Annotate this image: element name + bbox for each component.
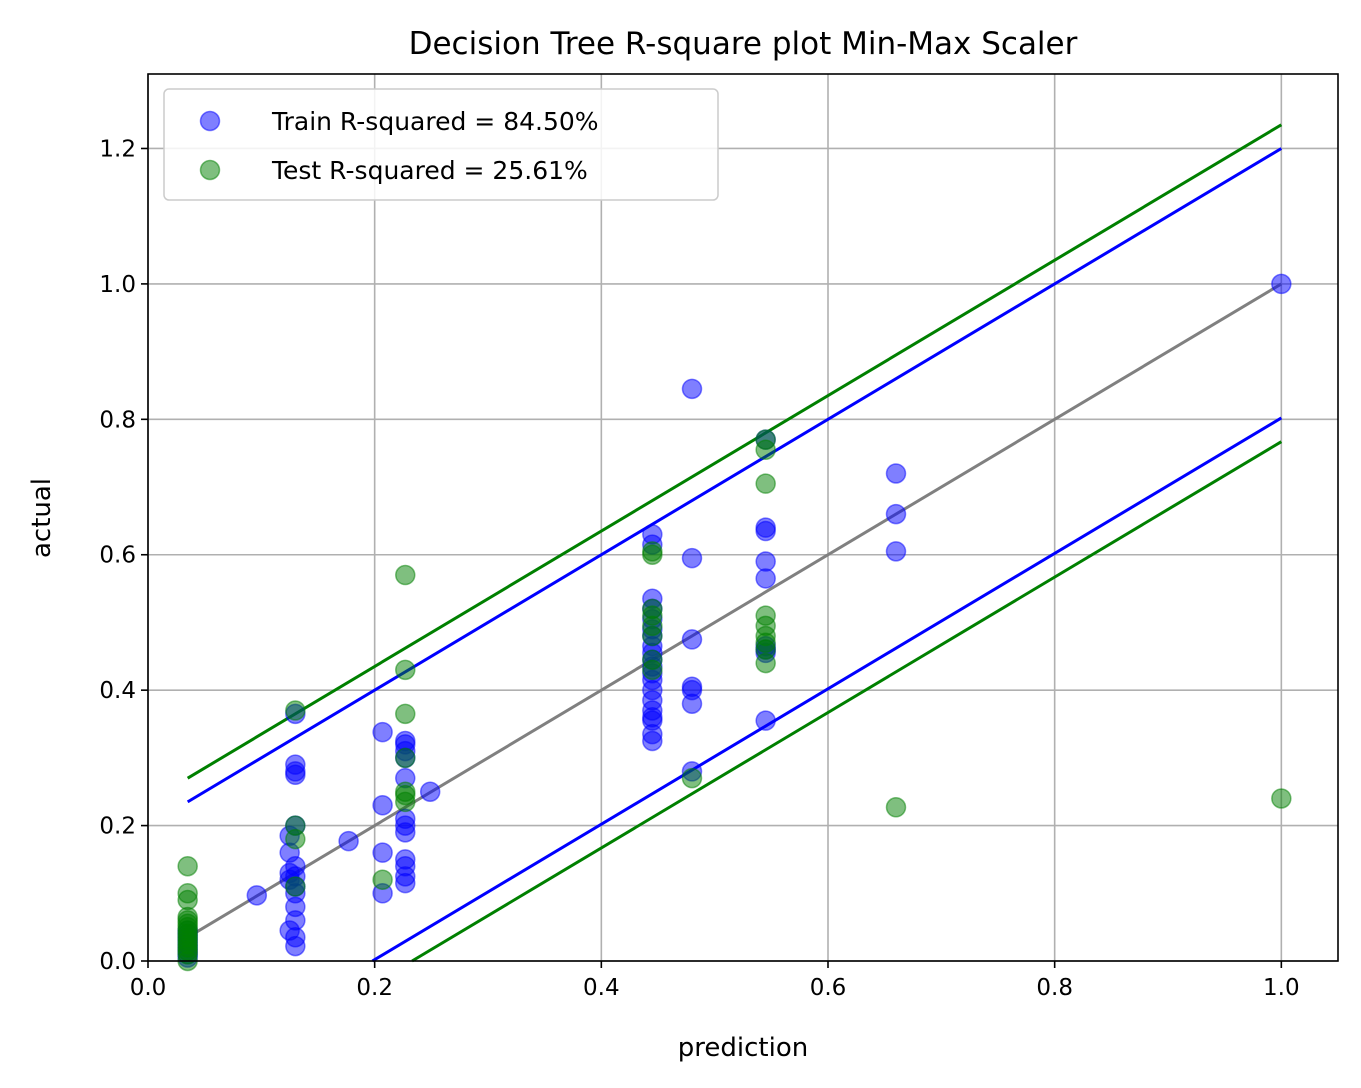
y-tick-label: 0.4 (99, 678, 136, 704)
point-test-42 (755, 605, 776, 626)
point-test-45 (755, 429, 776, 450)
point-train-69 (681, 676, 703, 698)
line-train-lower (371, 416, 1283, 963)
point-train-28 (338, 830, 359, 852)
point-train-44 (395, 730, 416, 752)
point-test-14 (177, 883, 198, 904)
point-train-22 (285, 855, 306, 877)
point-train-78 (755, 551, 776, 572)
point-train-70 (681, 629, 703, 650)
y-axis-label: actual (27, 478, 57, 558)
point-test-19 (285, 700, 306, 721)
point-train-32 (372, 721, 393, 743)
legend-label-test: Test R-squared = 25.61% (271, 156, 588, 185)
chart-title: Decision Tree R-square plot Min-Max Scal… (409, 26, 1078, 62)
point-test-16 (285, 876, 306, 897)
point-test-12 (177, 906, 198, 928)
x-axis-ticks: 0.0 0.2 0.4 0.6 0.8 1.0 (130, 961, 1300, 1001)
x-tick-label: 0.4 (583, 975, 620, 1001)
line-identity (186, 282, 1283, 939)
point-test-29 (642, 649, 663, 670)
y-tick-label: 1.0 (99, 272, 136, 298)
point-test-46 (885, 797, 907, 818)
line-test-lower (411, 440, 1283, 963)
line-test-upper (186, 123, 1283, 780)
y-tick-label: 1.2 (99, 136, 136, 162)
y-axis-ticks: 0.0 0.2 0.4 0.6 0.8 1.0 1.2 (99, 136, 148, 975)
point-train-80 (755, 517, 776, 538)
x-tick-label: 0.0 (130, 975, 167, 1001)
grid-lines (147, 74, 1338, 962)
x-tick-label: 0.8 (1036, 975, 1073, 1001)
point-test-20 (372, 869, 393, 890)
legend-marker-test (199, 159, 221, 181)
legend-box (163, 88, 719, 201)
point-test-43 (755, 473, 776, 494)
point-train-36 (395, 849, 416, 870)
point-train-30 (372, 842, 393, 863)
point-train-9 (246, 885, 268, 906)
line-train-upper (186, 147, 1283, 804)
point-train-39 (395, 808, 416, 830)
y-tick-label: 0.2 (99, 814, 136, 840)
point-train-84 (885, 463, 907, 484)
x-axis-label: prediction (678, 1033, 808, 1063)
point-test-26 (395, 659, 416, 681)
x-tick-label: 0.6 (810, 975, 847, 1001)
point-train-72 (681, 378, 703, 400)
point-test-33 (642, 598, 663, 620)
point-train-26 (285, 754, 306, 775)
point-test-15 (177, 855, 198, 877)
y-tick-label: 0.6 (99, 543, 136, 569)
point-test-24 (395, 747, 416, 769)
plot-frame (147, 73, 1339, 962)
point-test-25 (395, 703, 416, 725)
legend-label-train: Train R-squared = 84.50% (271, 107, 599, 136)
point-train-65 (642, 524, 663, 545)
y-tick-label: 0.0 (99, 949, 136, 975)
point-test-36 (681, 767, 703, 789)
x-tick-label: 1.0 (1263, 975, 1300, 1001)
point-test-18 (285, 815, 306, 836)
point-train-85 (1271, 273, 1292, 295)
point-train-82 (885, 541, 907, 562)
x-tick-label: 0.2 (356, 975, 393, 1001)
point-train-71 (681, 547, 703, 569)
point-train-31 (372, 795, 393, 816)
y-tick-label: 0.8 (99, 407, 136, 433)
point-train-73 (755, 710, 776, 731)
reference-lines (186, 123, 1283, 963)
legend-marker-train (199, 110, 221, 132)
point-test-47 (1271, 788, 1292, 809)
point-test-27 (395, 564, 416, 586)
scatter-points (177, 273, 1292, 972)
point-test-35 (642, 541, 663, 562)
point-test-23 (395, 781, 416, 802)
point-train-16 (285, 927, 306, 948)
point-train-45 (419, 781, 441, 802)
legend: Train R-squared = 84.50% Test R-squared … (163, 88, 719, 201)
point-train-83 (885, 503, 907, 525)
point-train-77 (755, 568, 776, 589)
